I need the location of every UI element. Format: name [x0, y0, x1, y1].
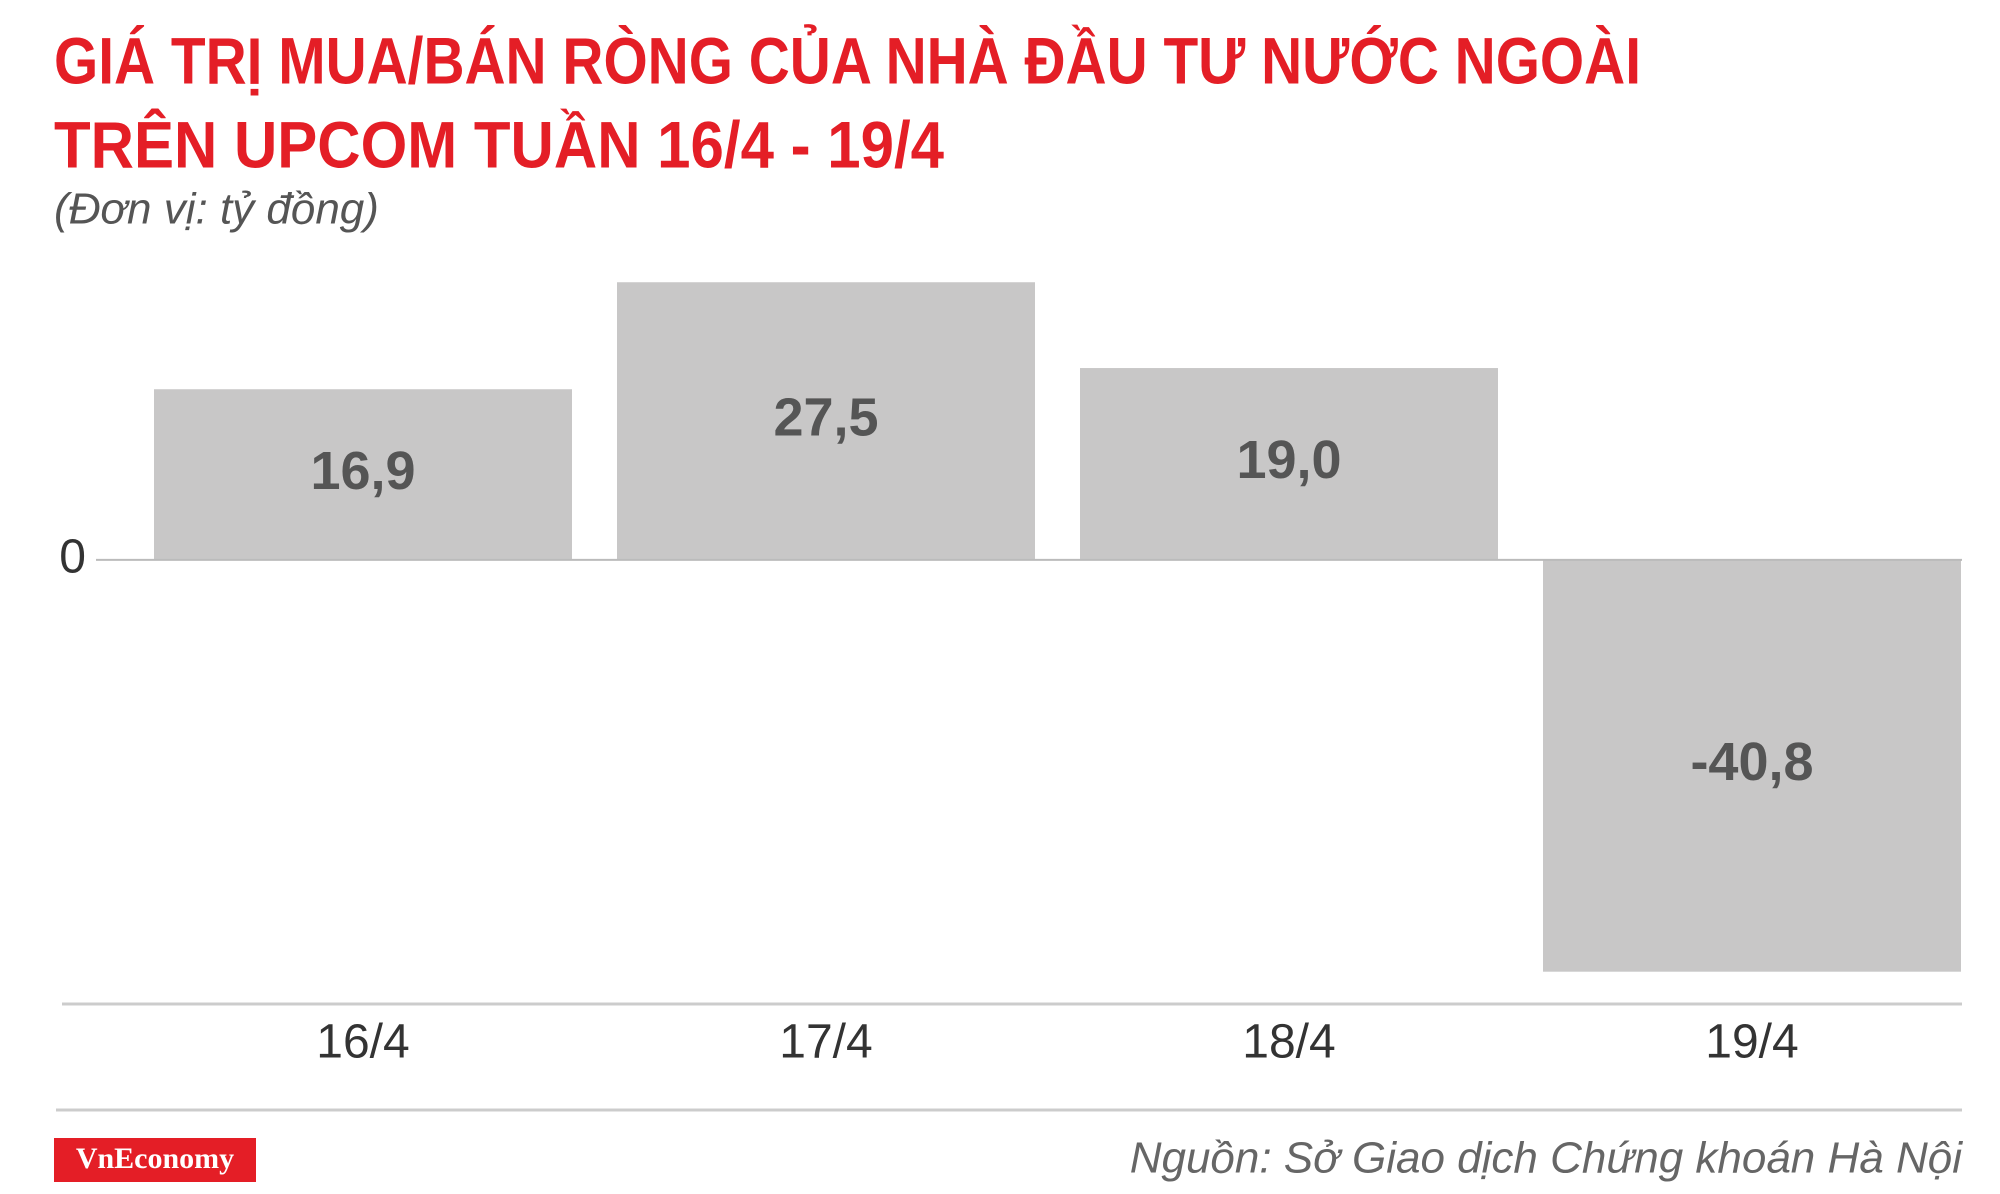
x-tick-label: 19/4 [1705, 1016, 1798, 1069]
bar [154, 389, 572, 560]
x-tick-label: 16/4 [316, 1016, 409, 1069]
bar [1080, 368, 1498, 560]
y-tick-label: 0 [59, 531, 86, 584]
bar [617, 282, 1035, 560]
chart-title: GIÁ TRỊ MUA/BÁN RÒNG CỦA NHÀ ĐẦU TƯ NƯỚC… [54, 23, 1641, 97]
logo: VnEconomy [76, 1142, 234, 1175]
value-label: -40,8 [1690, 732, 1813, 792]
source: Nguồn: Sở Giao dịch Chứng khoán Hà Nội [1130, 1134, 1964, 1183]
logo-box [54, 1138, 256, 1182]
chart-title: TRÊN UPCOM TUẦN 16/4 - 19/4 [54, 107, 944, 181]
value-label: 19,0 [1236, 430, 1341, 490]
value-label: 27,5 [773, 387, 878, 447]
bar [1543, 559, 1961, 972]
chart-subtitle: (Đơn vị: tỷ đồng) [54, 185, 379, 234]
x-tick-label: 18/4 [1242, 1016, 1335, 1069]
x-tick-label: 17/4 [779, 1016, 872, 1069]
value-label: 16,9 [310, 441, 415, 501]
